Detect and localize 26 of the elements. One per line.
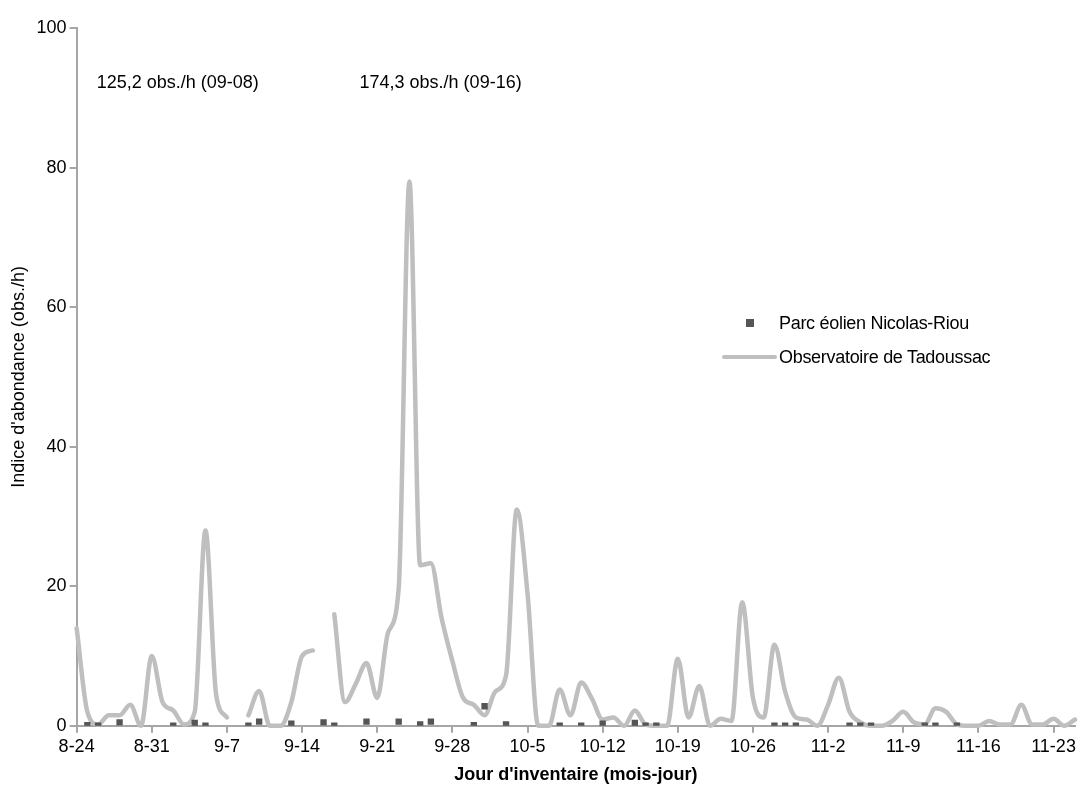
- annotation: 174,3 obs./h (09-16): [359, 71, 522, 92]
- y-tick-label: 80: [46, 156, 67, 177]
- x-tick-label: 11-9: [885, 735, 921, 756]
- annotation: 125,2 obs./h (09-08): [96, 71, 259, 92]
- x-tick-label: 10-19: [654, 735, 701, 756]
- x-tick-label: 8-31: [133, 735, 170, 756]
- y-axis-title: Indice d'abondance (obs./h): [7, 266, 28, 488]
- x-tick-label: 10-12: [579, 735, 626, 756]
- x-tick-label: 8-24: [58, 735, 95, 756]
- x-tick-label: 11-2: [810, 735, 846, 756]
- y-tick-label: 100: [36, 16, 67, 37]
- x-tick-label: 9-28: [434, 735, 471, 756]
- y-tick-label: 0: [56, 714, 67, 735]
- legend-label: Parc éolien Nicolas-Riou: [779, 312, 969, 334]
- x-tick-label: 11-23: [1031, 735, 1076, 756]
- legend-label: Observatoire de Tadoussac: [779, 346, 991, 368]
- y-tick-label: 20: [46, 575, 67, 596]
- y-tick-label: 40: [46, 435, 67, 456]
- x-tick-label: 9-7: [213, 735, 240, 756]
- x-tick-label: 10-26: [729, 735, 776, 756]
- x-tick-label: 9-14: [284, 735, 321, 756]
- y-tick-label: 60: [46, 296, 67, 317]
- x-axis-title: Jour d'inventaire (mois-jour): [454, 764, 698, 785]
- x-tick-label: 9-21: [359, 735, 396, 756]
- x-tick-label: 10-5: [509, 735, 546, 756]
- x-tick-label: 11-16: [956, 735, 1001, 756]
